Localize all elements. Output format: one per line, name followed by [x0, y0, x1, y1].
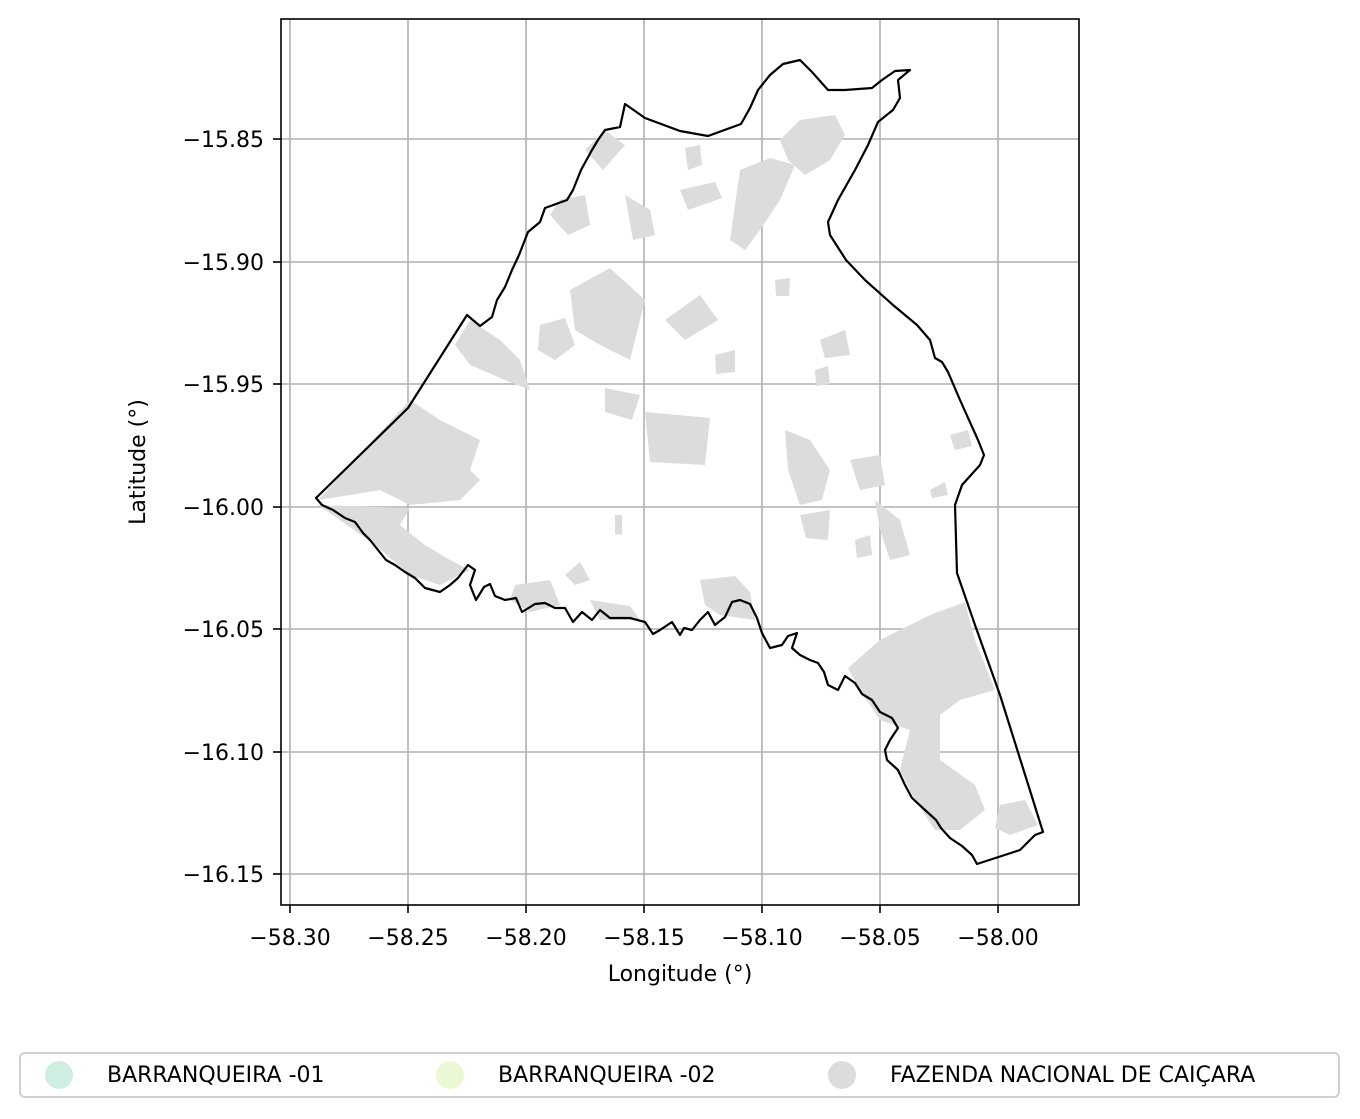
legend-marker-icon: [828, 1061, 856, 1089]
y-tick-label: −16.00: [183, 496, 264, 521]
y-tick-label: −15.95: [183, 373, 264, 398]
x-tick-label: −58.15: [603, 926, 684, 951]
x-tick-label: −58.10: [721, 926, 802, 951]
x-tick-label: −58.25: [367, 926, 448, 951]
tick-marks: [273, 138, 999, 913]
y-tick-label: −16.05: [183, 618, 264, 643]
legend-label: BARRANQUEIRA -01: [107, 1062, 325, 1088]
x-tick-label: −58.00: [957, 926, 1038, 951]
y-tick-label: −16.15: [183, 863, 264, 888]
legend-item: BARRANQUEIRA -01: [45, 1054, 325, 1096]
boundary-outline: [314, 58, 1045, 866]
plot-frame: [280, 18, 1080, 906]
y-tick-label: −16.10: [183, 741, 264, 766]
legend: BARRANQUEIRA -01 BARRANQUEIRA -02 FAZEND…: [19, 1052, 1340, 1098]
legend-item: BARRANQUEIRA -02: [436, 1054, 716, 1096]
x-tick-label: −58.05: [839, 926, 920, 951]
y-tick-label: −15.90: [183, 251, 264, 276]
legend-item: FAZENDA NACIONAL DE CAIÇARA: [828, 1054, 1255, 1096]
legend-label: BARRANQUEIRA -02: [498, 1062, 716, 1088]
map-figure: −58.30 −58.25 −58.20 −58.15 −58.10 −58.0…: [126, 18, 1080, 987]
legend-marker-icon: [436, 1061, 464, 1089]
y-axis-title: Latitude (°): [126, 399, 151, 525]
legend-label: FAZENDA NACIONAL DE CAIÇARA: [890, 1062, 1256, 1088]
y-tick-label: −15.85: [183, 128, 264, 153]
x-axis-title: Longitude (°): [608, 962, 753, 987]
farm-parcels: [318, 115, 1038, 835]
legend-marker-icon: [45, 1061, 73, 1089]
x-tick-label: −58.20: [485, 926, 566, 951]
x-tick-label: −58.30: [249, 926, 330, 951]
